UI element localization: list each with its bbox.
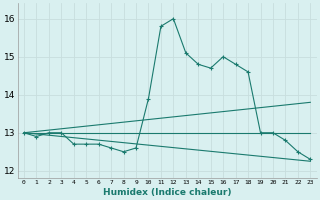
X-axis label: Humidex (Indice chaleur): Humidex (Indice chaleur)	[103, 188, 231, 197]
